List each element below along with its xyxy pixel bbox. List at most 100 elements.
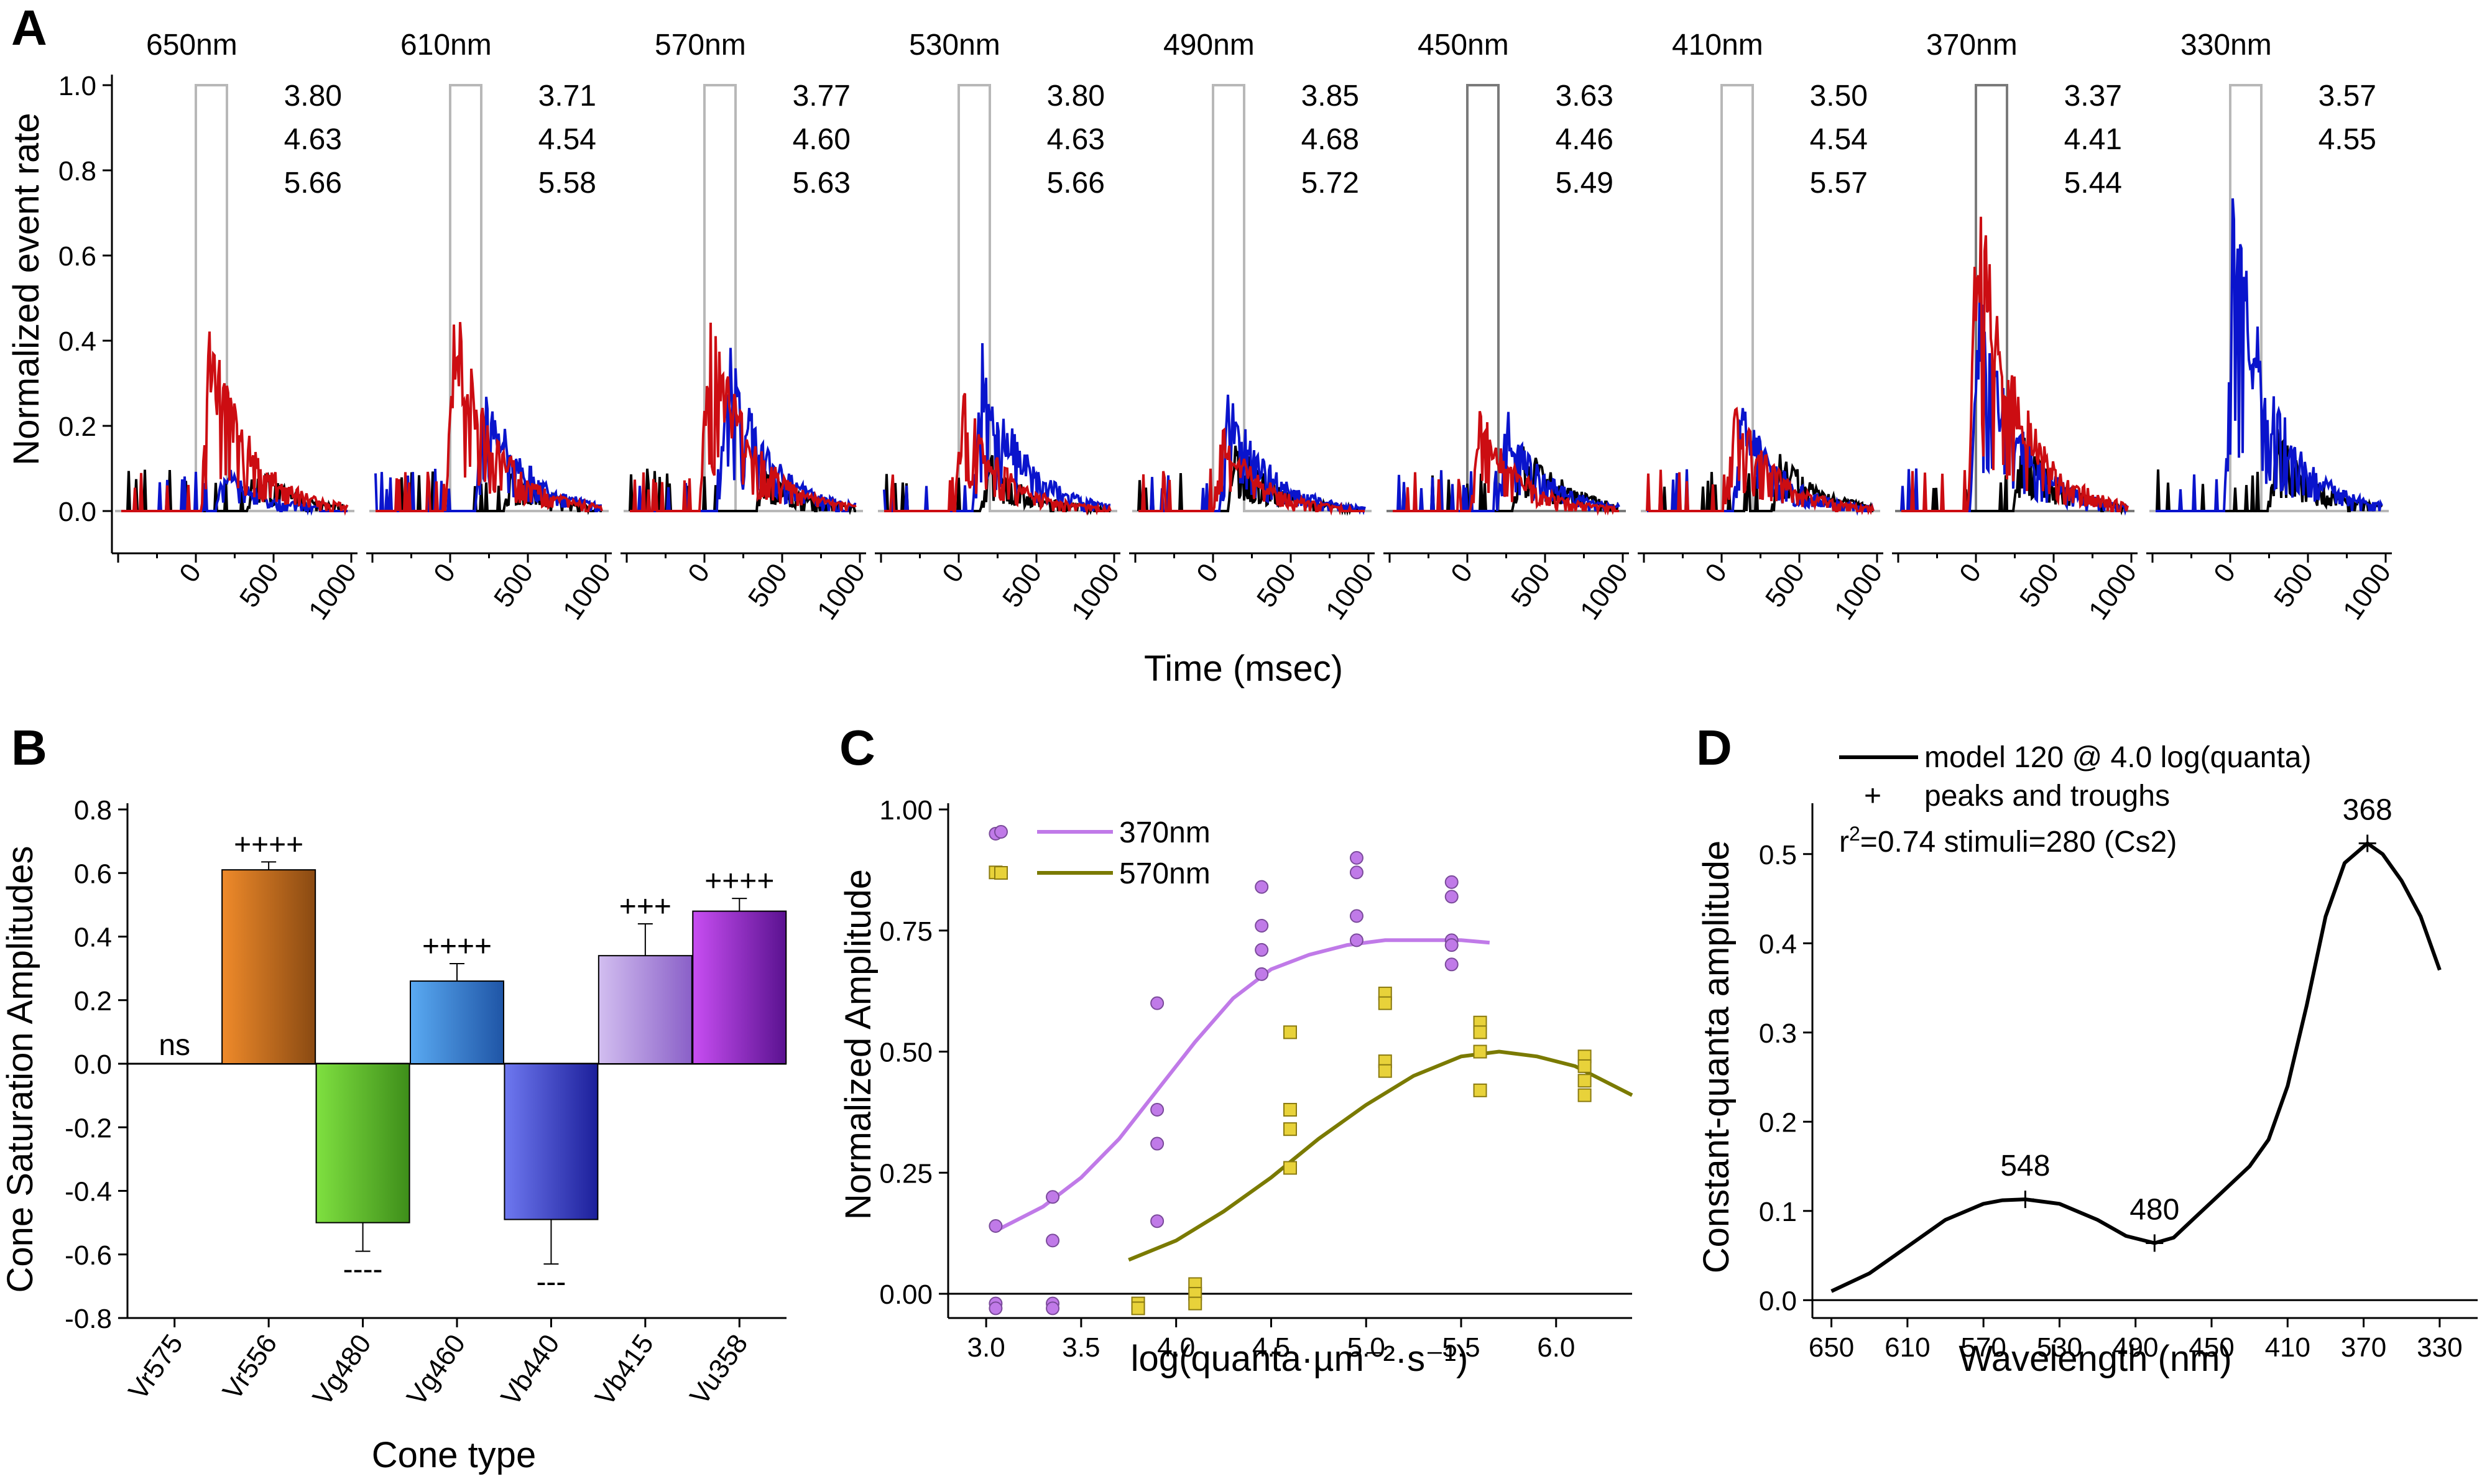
panel-a-threshold-value: 3.63 [1556,80,1613,113]
panel-label-d: D [1696,720,1732,775]
panel-c-legend-marker-370 [994,825,1008,839]
panel-a-xtick-label: 500 [1760,558,1811,613]
panel-a-xtick-label: 0 [1699,558,1733,588]
panel-c-point-570 [1378,1064,1392,1078]
panel-a-xtick-label: 1000 [1574,558,1634,625]
panel-d-legend-peaks: peaks and troughs [1924,780,2170,813]
panel-a-threshold-value: 5.63 [793,167,851,200]
panel-a-response-trace [883,343,1111,512]
panel-a-xlabel: Time (msec) [1144,648,1343,689]
panel-c-point-570 [1577,1074,1592,1088]
panel-c-point-570 [1473,1083,1487,1097]
panel-d-peak-label: 368 [2343,794,2392,827]
panel-a-xtick-label: 1000 [303,558,362,625]
panel-a-xtick-label: 1000 [1829,558,1888,625]
panel-a-xtick-label: 500 [488,558,539,613]
panel-b-significance: ---- [343,1253,383,1286]
panel-c-point-570 [1577,1059,1592,1073]
panel-a-ylabel: Normalized event rate [6,113,47,465]
panel-a-threshold-value: 4.55 [2319,123,2376,156]
panel-c-point-370 [1444,890,1459,904]
panel-a-threshold-value: 3.77 [793,80,851,113]
panel-a-wavelength-label: 650nm [146,29,238,62]
panel-c-point-370 [1150,1103,1165,1117]
panel-b-ytick-label: -0.6 [65,1240,112,1271]
panel-a-xtick-label: 500 [234,558,285,613]
panel-label-a: A [11,0,47,55]
panel-label-b: B [11,720,47,775]
panel-d-ytick-label: 0.3 [1759,1018,1797,1049]
panel-a-xtick-label: 500 [1251,558,1302,613]
panel-c-point-570 [1378,996,1392,1010]
panel-a-wavelength-label: 610nm [400,29,492,62]
panel-label-c: C [839,720,875,775]
panel-a-response-trace [1138,427,1365,516]
panel-c-xtick-label: 5.5 [1442,1332,1480,1363]
panel-a-xtick-label: 0 [936,558,970,588]
panel-a-xtick-label: 500 [742,558,793,613]
panel-a-threshold-value: 3.37 [2064,80,2122,113]
panel-c-point-370 [1255,942,1269,957]
panel-d-fit-rest: =0.74 stimuli=280 (Cs2) [1860,826,2177,859]
panel-a-threshold-value: 4.68 [1301,123,1359,156]
panel-c-point-370 [1255,880,1269,894]
panel-a-wavelength-label: 450nm [1418,29,1509,62]
panel-b-xlabel: Cone type [372,1435,536,1475]
panel-c-point-570 [1473,1025,1487,1039]
panel-a-xtick-label: 0 [173,558,207,588]
panel-a-threshold-value: 3.50 [1810,80,1868,113]
panel-c-point-570 [1577,1088,1592,1102]
panel-a-threshold-value: 4.54 [538,123,596,156]
panel-b-bar [221,869,316,1064]
panel-a-wavelength-label: 530nm [909,29,1000,62]
panel-c-point-370 [1349,865,1363,880]
panel-c-legend-marker-570 [994,866,1008,880]
panel-a-threshold-value: 5.57 [1810,167,1868,200]
panel-a-ytick-label: 0.6 [58,241,96,272]
panel-c-point-570 [1283,1025,1297,1039]
panel-c-ytick-label: 1.00 [879,795,933,826]
panel-c-point-570 [1131,1301,1145,1316]
panel-c-xlabel: log(quanta·µm⁻²·s⁻¹) [1131,1339,1469,1379]
panel-a-threshold-value: 3.80 [1047,80,1105,113]
panel-b-category-label: Vu358 [684,1329,754,1411]
panel-a-response-trace [630,322,857,512]
panel-c-point-370 [989,1301,1003,1316]
panel-a-xtick-label: 1000 [1320,558,1380,625]
panel-a-threshold-value: 4.63 [1047,123,1105,156]
panel-a-threshold-value: 5.44 [2064,167,2122,200]
panel-d-xtick-label: 570 [1960,1332,2006,1363]
panel-a-xtick-label: 0 [428,558,461,588]
panel-c-point-370 [1150,996,1165,1010]
panel-a-xtick-label: 1000 [2337,558,2397,625]
panel-d-xtick-label: 450 [2189,1332,2234,1363]
panel-b-ytick-label: -0.2 [65,1113,112,1143]
panel-a-ytick-label: 0.2 [58,412,96,442]
panel-a-ytick-label: 0.0 [58,497,96,527]
panel-a-xtick-label: 500 [997,558,1048,613]
panel-d-legend-model: model 120 @ 4.0 log(quanta) [1924,741,2311,774]
panel-a-threshold-value: 3.85 [1301,80,1359,113]
panel-c-point-570 [1283,1161,1297,1175]
panel-c-xtick-label: 6.0 [1537,1332,1575,1363]
panel-b-significance: ++++ [704,865,774,898]
panel-d-xtick-label: 610 [1885,1332,1930,1363]
panel-b: 0.8 0.6 0.4 0.2 0.0 -0.2 -0.4 -0.6 -0.8 Vr575 ns Vr… [65,795,787,1411]
panel-d-xlabel: Wavelength (nm) [1959,1339,2231,1379]
panel-a-threshold-value: 3.80 [284,80,342,113]
panel-a-xtick-label: 500 [1505,558,1556,613]
panel-c-xtick-label: 4.5 [1252,1332,1290,1363]
panel-d-legend-cross: + [1864,780,1881,813]
panel-c-point-370 [1349,909,1363,923]
panel-b-bar [598,955,693,1065]
panel-a-threshold-value: 4.41 [2064,123,2122,156]
panel-c-fit-line [995,938,1490,1233]
panel-d-ytick-label: 0.5 [1759,840,1797,870]
panel-a-xtick-label: 1000 [557,558,617,625]
panel-c-point-370 [1150,1136,1165,1151]
panel-a-xtick-label: 1000 [2083,558,2143,625]
panel-a-threshold-value: 4.63 [284,123,342,156]
panel-a-xtick-label: 0 [1954,558,1987,588]
panel-b-significance: ns [159,1029,190,1062]
